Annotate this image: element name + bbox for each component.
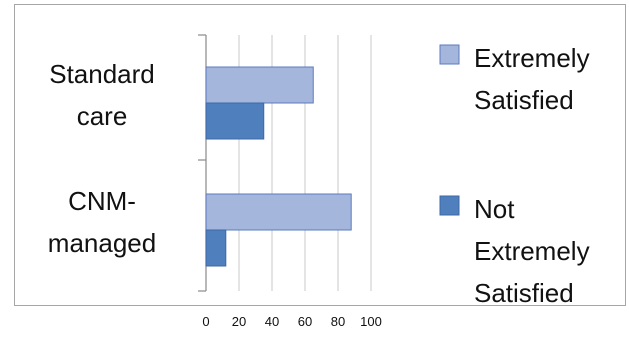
category-label-1: CNM-managed — [48, 186, 156, 258]
legend-label-0: Extremely Satisfied — [474, 43, 590, 115]
bar-series0-cat0 — [205, 66, 314, 104]
bars — [205, 66, 352, 267]
x-tick-label-20: 20 — [232, 314, 246, 329]
x-tick-label-60: 60 — [298, 314, 312, 329]
x-tick-labels: 0 20 40 60 80 100 — [202, 314, 381, 329]
legend-label-1: Not Extremely Satisfied — [474, 194, 590, 308]
x-tick-label-80: 80 — [331, 314, 345, 329]
legend-swatch-1 — [439, 195, 460, 216]
x-tick-label-40: 40 — [265, 314, 279, 329]
bar-series0-cat1 — [205, 193, 352, 231]
category-labels: Standard care CNM-managed — [48, 59, 156, 258]
bar-series1-cat1 — [205, 229, 227, 267]
axes — [198, 34, 207, 292]
chart-frame — [14, 4, 626, 306]
bar-series1-cat0 — [205, 102, 265, 140]
legend-swatch-0 — [439, 44, 460, 65]
legend: Extremely Satisfied Not Extremely Satisfied — [439, 43, 590, 308]
x-tick-label-0: 0 — [202, 314, 209, 329]
category-label-0: Standard care — [49, 59, 155, 131]
x-tick-label-100: 100 — [360, 314, 382, 329]
